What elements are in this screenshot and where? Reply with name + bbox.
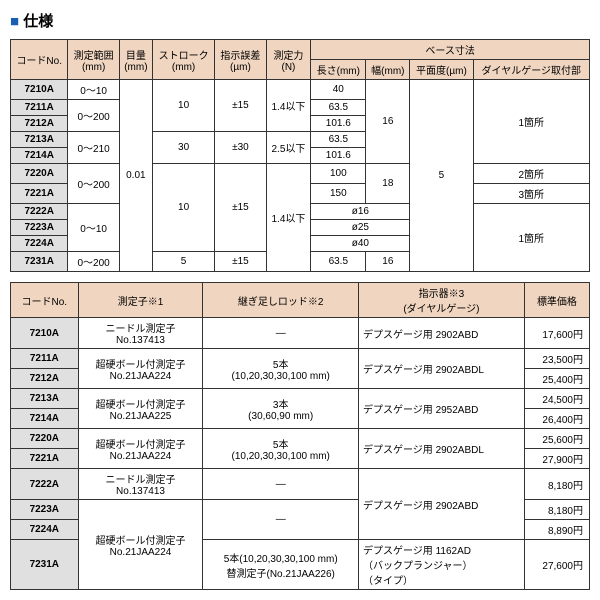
th-ind: 指示器※3(ダイヤルゲージ) (358, 283, 524, 318)
th-force: 測定力(N) (266, 40, 311, 80)
spec-table-2: コードNo. 測定子※1 継ぎ足しロッド※2 指示器※3(ダイヤルゲージ) 標準… (10, 282, 590, 590)
code-cell: 7224A (11, 520, 79, 540)
code-cell: 7211A (11, 100, 68, 116)
section-title: ■ 仕様 (10, 10, 590, 31)
th-price: 標準価格 (524, 283, 589, 318)
code-cell: 7211A (11, 349, 79, 369)
th-stroke: ストローク(mm) (152, 40, 214, 80)
code-cell: 7210A (11, 80, 68, 100)
th-len: 長さ(mm) (311, 60, 366, 80)
code-cell: 7212A (11, 116, 68, 132)
th-base: ベース寸法 (311, 40, 590, 60)
code-cell: 7223A (11, 220, 68, 236)
code-cell: 7231A (11, 540, 79, 590)
code-cell: 7231A (11, 252, 68, 272)
code-cell: 7223A (11, 500, 79, 520)
th-code: コードNo. (11, 283, 79, 318)
code-cell: 7222A (11, 204, 68, 220)
th-wid: 幅(mm) (366, 60, 410, 80)
code-cell: 7213A (11, 389, 79, 409)
th-mount: ダイヤルゲージ取付部 (473, 60, 590, 80)
code-cell: 7214A (11, 148, 68, 164)
th-err: 指示誤差(µm) (215, 40, 266, 80)
code-cell: 7210A (11, 318, 79, 349)
code-cell: 7220A (11, 164, 68, 184)
code-cell: 7224A (11, 236, 68, 252)
th-scale: 目量(mm) (119, 40, 152, 80)
th-rod: 継ぎ足しロッド※2 (203, 283, 359, 318)
code-cell: 7220A (11, 429, 79, 449)
code-cell: 7221A (11, 449, 79, 469)
spec-table-1: コードNo. 測定範囲(mm) 目量(mm) ストローク(mm) 指示誤差(µm… (10, 39, 590, 272)
code-cell: 7213A (11, 132, 68, 148)
code-cell: 7221A (11, 184, 68, 204)
th-flat: 平面度(µm) (410, 60, 473, 80)
th-probe: 測定子※1 (78, 283, 203, 318)
th-code: コードNo. (11, 40, 68, 80)
th-range: 測定範囲(mm) (68, 40, 119, 80)
code-cell: 7214A (11, 409, 79, 429)
code-cell: 7212A (11, 369, 79, 389)
code-cell: 7222A (11, 469, 79, 500)
